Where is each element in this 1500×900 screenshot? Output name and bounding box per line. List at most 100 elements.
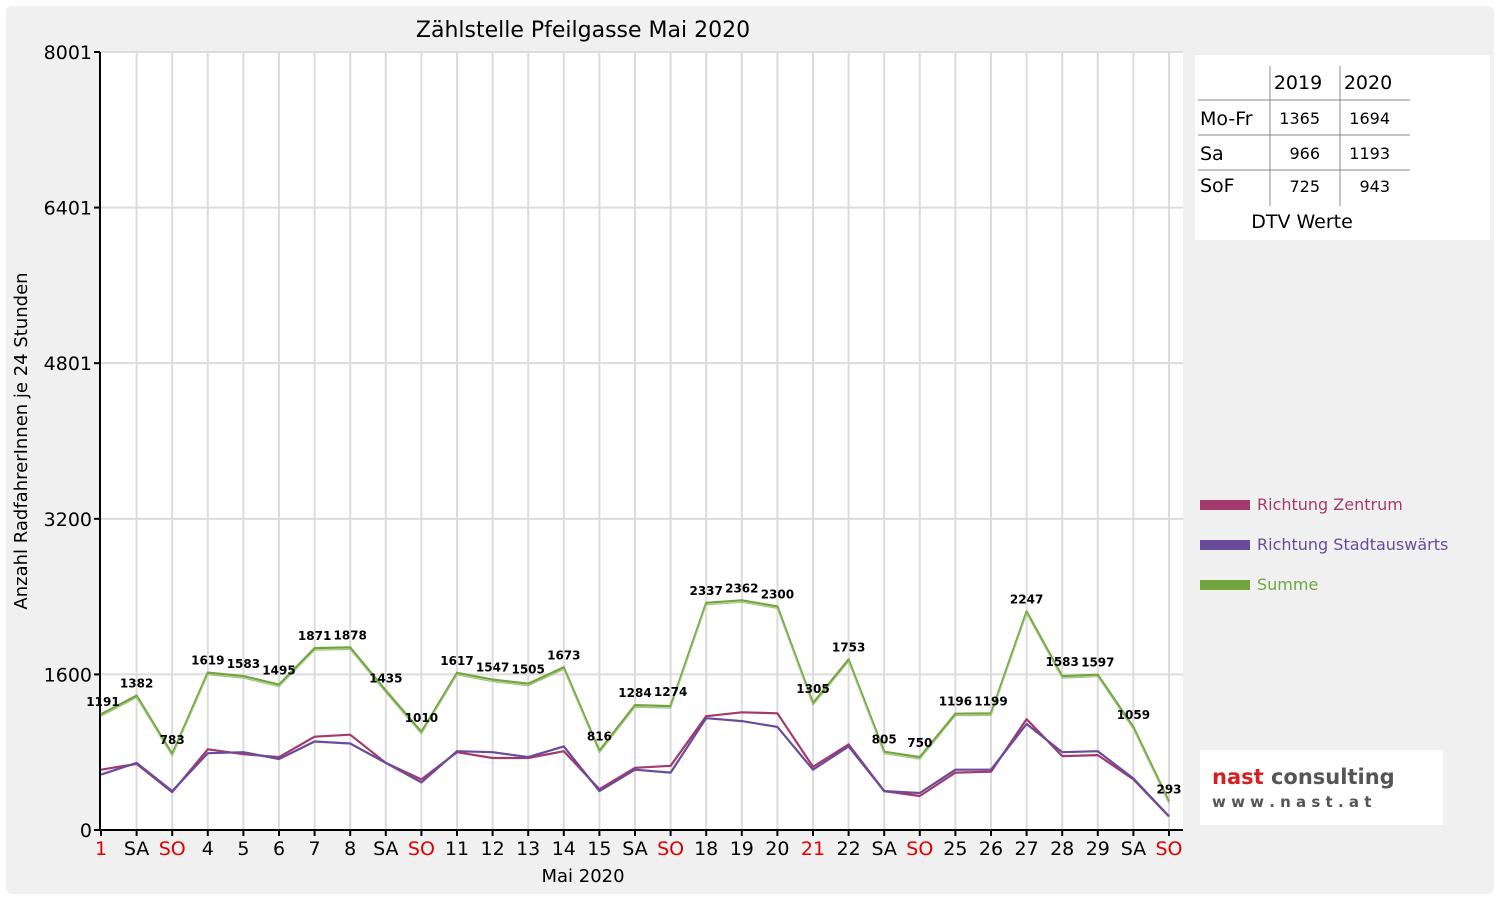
x-tick-label: 1 — [95, 838, 107, 860]
data-label: 1871 — [298, 629, 331, 643]
data-label: 2362 — [725, 581, 758, 595]
data-label: 1505 — [511, 663, 544, 677]
x-tick-label: SO — [1155, 838, 1182, 860]
x-tick-label: SA — [622, 838, 647, 860]
series-richtung-zentrum — [100, 711, 1170, 818]
x-tick-label: SO — [906, 838, 933, 860]
dtv-cell: 943 — [1359, 177, 1390, 196]
x-tick-label: 19 — [730, 838, 754, 860]
dtv-cell: 966 — [1289, 144, 1320, 163]
logo-url: w w w . n a s t . a t — [1212, 793, 1371, 811]
legend-item-zentrum[interactable]: Richtung Zentrum — [1200, 495, 1403, 514]
x-tick-label: SO — [159, 838, 186, 860]
data-label: 1199 — [974, 694, 1007, 708]
data-label: 750 — [907, 736, 932, 750]
legend-label: Richtung Stadtauswärts — [1257, 535, 1448, 554]
x-tick-label: 7 — [309, 838, 321, 860]
x-tick-label: SO — [657, 838, 684, 860]
chart-title: Zählstelle Pfeilgasse Mai 2020 — [416, 18, 750, 43]
data-label: 2300 — [761, 587, 794, 601]
data-label: 1878 — [333, 628, 366, 642]
legend-item-summe[interactable]: Summe — [1200, 575, 1318, 594]
dtv-cell: 1365 — [1279, 109, 1320, 128]
axes — [94, 51, 1183, 836]
legend-label: Summe — [1257, 575, 1318, 594]
data-label: 1435 — [369, 671, 402, 685]
x-tick-label: 11 — [445, 838, 469, 860]
data-label: 1617 — [440, 654, 473, 668]
data-label: 816 — [587, 730, 612, 744]
data-label: 805 — [872, 733, 897, 747]
data-label: 1673 — [547, 648, 580, 662]
x-tick-label: 6 — [273, 838, 285, 860]
legend-swatch — [1200, 500, 1250, 510]
dtv-col-2020: 2020 — [1344, 72, 1392, 94]
x-tick-label: 4 — [202, 838, 214, 860]
dtv-table-background — [1195, 55, 1490, 240]
x-tick-label: 8 — [344, 838, 356, 860]
logo-background — [1200, 750, 1443, 825]
data-label: 1583 — [1045, 655, 1078, 669]
y-tick-label: 1600 — [44, 664, 92, 686]
legend-swatch — [1200, 540, 1250, 550]
legend-label: Richtung Zentrum — [1257, 495, 1403, 514]
x-tick-label: SA — [871, 838, 896, 860]
data-label: 2337 — [689, 584, 722, 598]
x-tick-label: 5 — [237, 838, 249, 860]
data-label: 293 — [1156, 783, 1181, 797]
dtv-col-2019: 2019 — [1274, 72, 1322, 94]
plot-area — [100, 52, 1183, 830]
nast-logo: nast consulting w w w . n a s t . a t — [1200, 750, 1443, 825]
dtv-cell: 725 — [1289, 177, 1320, 196]
legend-swatch — [1200, 580, 1250, 590]
y-tick-label: 8001 — [44, 42, 92, 64]
y-tick-label: 3200 — [44, 509, 92, 531]
x-tick-label: 18 — [694, 838, 718, 860]
series-summe — [100, 599, 1170, 804]
data-label: 1547 — [476, 661, 509, 675]
dtv-cell: 1694 — [1349, 109, 1390, 128]
data-label: 1284 — [618, 686, 651, 700]
dtv-row-label: Mo-Fr — [1200, 108, 1253, 130]
y-axis-label: Anzahl RadfahrerInnen je 24 Stunden — [11, 272, 32, 609]
dtv-table: 2019 2020 Mo-Fr 1365 1694 Sa 966 1193 So… — [1195, 55, 1490, 240]
x-axis-label: Mai 2020 — [541, 866, 624, 887]
data-label: 1597 — [1081, 656, 1114, 670]
data-label: 1010 — [405, 711, 438, 725]
data-label: 1274 — [654, 685, 687, 699]
x-tick-label: 25 — [943, 838, 967, 860]
data-label: 1583 — [227, 657, 260, 671]
dtv-row-label: Sa — [1200, 143, 1224, 165]
data-label: 1619 — [191, 654, 224, 668]
x-tick-label: SA — [373, 838, 398, 860]
data-label: 1191 — [86, 695, 119, 709]
dtv-caption: DTV Werte — [1251, 211, 1353, 233]
x-tick-label: 22 — [837, 838, 861, 860]
data-label: 1753 — [832, 641, 865, 655]
x-tick-label: 26 — [979, 838, 1003, 860]
series-line — [100, 599, 1170, 802]
x-tick-label: 14 — [552, 838, 576, 860]
x-tick-label: 15 — [587, 838, 611, 860]
series-line — [100, 711, 1170, 818]
data-label: 783 — [160, 733, 185, 747]
x-tick-label: SO — [408, 838, 435, 860]
data-label: 1305 — [796, 682, 829, 696]
y-tick-label: 4801 — [44, 353, 92, 375]
y-tick-labels: 0 1600 3200 4801 6401 8001 — [44, 42, 92, 842]
data-label: 1495 — [262, 664, 295, 678]
series-line — [100, 717, 1170, 818]
x-tick-label: 20 — [765, 838, 789, 860]
y-tick-label: 6401 — [44, 198, 92, 220]
data-label: 1059 — [1117, 708, 1150, 722]
legend-item-stadtauswaerts[interactable]: Richtung Stadtauswärts — [1200, 535, 1448, 554]
data-label: 1382 — [120, 677, 153, 691]
x-tick-label: 21 — [801, 838, 825, 860]
data-label: 1196 — [939, 695, 972, 709]
series-line-shadow — [100, 601, 1170, 804]
x-tick-label: 28 — [1050, 838, 1074, 860]
data-label: 2247 — [1010, 593, 1043, 607]
legend[interactable]: Richtung Zentrum Richtung Stadtauswärts … — [1200, 495, 1448, 594]
x-tick-label: 13 — [516, 838, 540, 860]
